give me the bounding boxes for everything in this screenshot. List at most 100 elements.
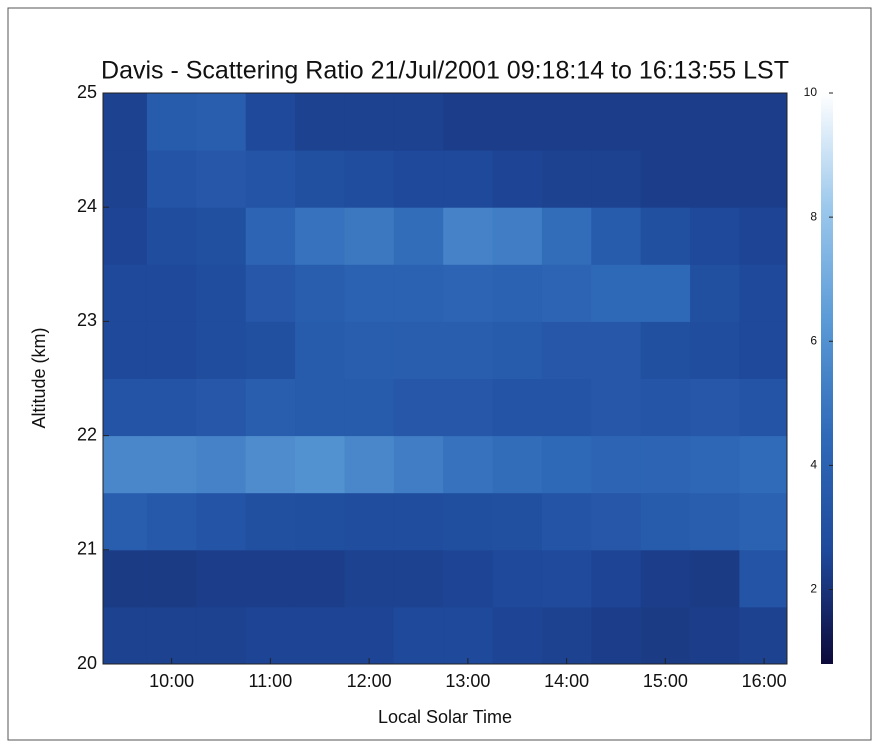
plot-border — [102, 92, 788, 665]
heat-cell — [146, 207, 197, 265]
heat-cell — [591, 606, 642, 665]
x-tick-label: 12:00 — [347, 671, 392, 691]
heat-cell — [443, 378, 494, 437]
heat-cell — [541, 549, 592, 608]
heat-cell — [196, 378, 247, 437]
heat-cell — [196, 549, 247, 608]
heat-cell — [443, 150, 494, 208]
heat-cell — [103, 606, 148, 665]
heat-cell — [640, 321, 691, 379]
colorbar-tick-label: 4 — [810, 458, 817, 472]
heat-cell — [245, 93, 296, 151]
heat-cell — [492, 150, 543, 208]
heat-cell — [295, 606, 345, 665]
heat-cell — [196, 150, 247, 208]
heat-cell — [393, 549, 444, 608]
heat-cell — [591, 321, 642, 379]
heat-cell — [344, 321, 395, 379]
heat-cell — [393, 435, 444, 494]
heat-cell — [541, 435, 592, 494]
heat-cell — [196, 321, 247, 379]
heat-cell — [295, 435, 345, 494]
heat-cell — [196, 606, 247, 665]
heat-cell — [640, 606, 691, 665]
heat-cell — [541, 207, 592, 265]
heat-cell — [690, 207, 740, 265]
heat-cell — [443, 492, 494, 551]
colorbar-tick-label: 2 — [810, 582, 817, 596]
heat-cell — [591, 207, 642, 265]
heat-cell — [591, 150, 642, 208]
y-tick-label: 22 — [77, 424, 97, 444]
heat-cell — [103, 549, 148, 608]
y-tick-label: 24 — [77, 196, 97, 216]
heat-cell — [103, 435, 148, 494]
heat-cell — [739, 606, 788, 665]
heat-cell — [295, 150, 345, 208]
heat-cell — [344, 606, 395, 665]
heat-cell — [146, 93, 197, 151]
heat-cell — [344, 549, 395, 608]
heat-cell — [103, 492, 148, 551]
x-tick-label: 11:00 — [249, 671, 293, 691]
heat-cell — [690, 549, 740, 608]
heat-cell — [443, 93, 494, 151]
x-axis-label: Local Solar Time — [378, 707, 512, 727]
heat-cell — [245, 207, 296, 265]
heat-cell — [492, 378, 543, 437]
heat-cell — [103, 378, 148, 437]
heat-cell — [591, 93, 642, 151]
heat-cell — [196, 264, 247, 322]
heat-cell — [492, 207, 543, 265]
frame — [7, 7, 872, 741]
heat-cell — [295, 207, 345, 265]
heat-cell — [295, 492, 345, 551]
heat-cell — [146, 264, 197, 322]
heat-cell — [103, 207, 148, 265]
heat-cell — [393, 492, 444, 551]
heat-cell — [492, 264, 543, 322]
heat-cell — [492, 435, 543, 494]
heat-cell — [492, 93, 543, 151]
heat-cell — [739, 207, 788, 265]
heat-cell — [103, 321, 148, 379]
heat-cell — [245, 549, 296, 608]
heat-cell — [640, 207, 691, 265]
heat-cell — [196, 93, 247, 151]
heat-cell — [690, 435, 740, 494]
heat-cell — [245, 150, 296, 208]
heat-cell — [640, 378, 691, 437]
heat-cell — [541, 264, 592, 322]
heat-cell — [344, 435, 395, 494]
heat-cell — [492, 492, 543, 551]
x-tick-label: 13:00 — [445, 671, 490, 691]
heat-cell — [690, 321, 740, 379]
heat-cell — [295, 321, 345, 379]
y-axis-label: Altitude (km) — [29, 327, 49, 428]
heat-cell — [443, 435, 494, 494]
heat-cell — [146, 549, 197, 608]
heat-cell — [245, 264, 296, 322]
x-tick-label: 14:00 — [544, 671, 589, 691]
heat-cell — [344, 378, 395, 437]
heat-cell — [393, 606, 444, 665]
heat-cell — [344, 150, 395, 208]
heat-cell — [146, 492, 197, 551]
heat-cell — [443, 207, 494, 265]
heat-cell — [245, 378, 296, 437]
y-tick-label: 20 — [77, 653, 97, 673]
heat-cell — [492, 606, 543, 665]
heat-cell — [739, 378, 788, 437]
heat-cell — [541, 606, 592, 665]
heat-cell — [541, 378, 592, 437]
heat-cell — [690, 264, 740, 322]
heat-cell — [245, 435, 296, 494]
heat-cell — [640, 150, 691, 208]
heat-cell — [393, 207, 444, 265]
heat-cell — [103, 150, 148, 208]
colorbar-tick-label: 6 — [810, 333, 817, 347]
heat-cell — [196, 207, 247, 265]
heat-cell — [146, 150, 197, 208]
heat-cell — [690, 378, 740, 437]
heat-cell — [690, 492, 740, 551]
